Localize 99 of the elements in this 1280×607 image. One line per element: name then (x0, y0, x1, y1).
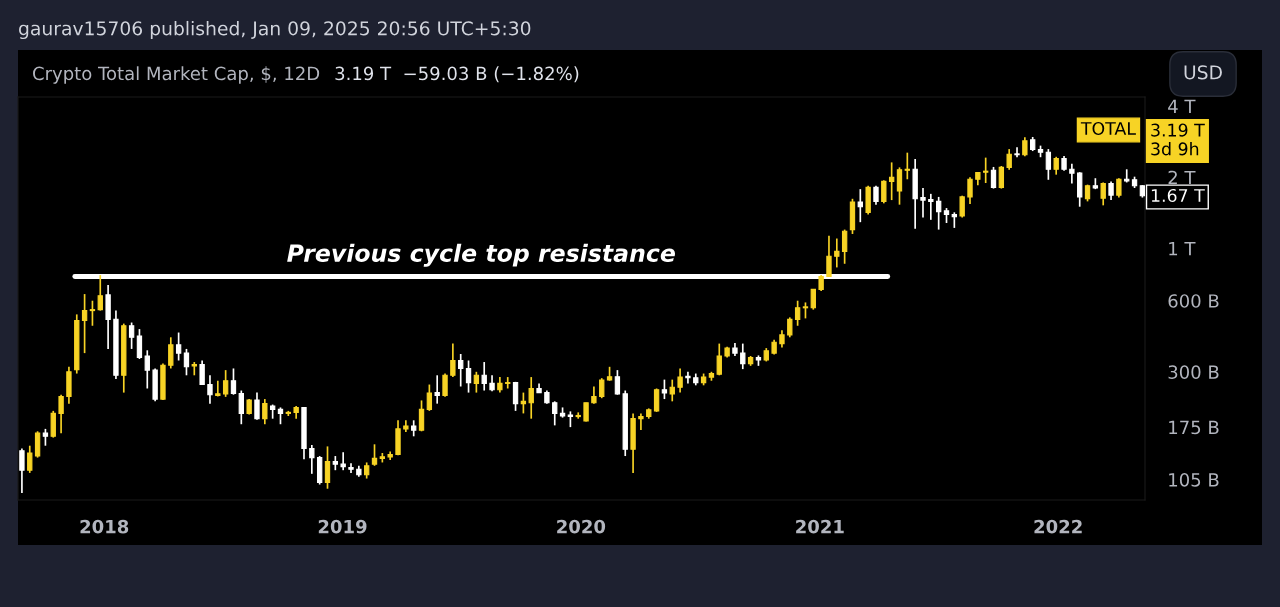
y-tick-label: 175 B (1169, 420, 1219, 435)
candlestick (599, 377, 605, 400)
candlestick (458, 353, 464, 388)
candlestick (1069, 162, 1075, 185)
x-tick-label: 2021 (796, 519, 844, 534)
y-tick-label: 105 B (1169, 472, 1219, 487)
candlestick (207, 374, 213, 405)
candlestick (426, 383, 433, 412)
candlestick (1022, 136, 1028, 158)
candlestick (896, 166, 903, 206)
candlestick (881, 179, 887, 205)
candlestick (168, 336, 174, 370)
candlestick (661, 378, 668, 400)
candlestick (371, 443, 378, 467)
candlestick (465, 359, 472, 394)
candlestick (1014, 146, 1020, 159)
candlestick (935, 196, 942, 231)
candlestick (740, 342, 746, 370)
candlestick (128, 321, 135, 350)
candlestick (199, 359, 205, 386)
candlestick (442, 372, 448, 398)
candlestick (19, 447, 25, 494)
candlestick (1100, 181, 1106, 207)
candlestick (841, 228, 848, 265)
candlestick (505, 376, 511, 390)
candlestick (215, 379, 221, 398)
y-tick-label: 300 B (1168, 365, 1219, 379)
candlestick (89, 299, 96, 327)
candlestick (50, 410, 56, 439)
text: 3.19 T 3d 9h (1151, 123, 1205, 156)
candlestick (481, 361, 487, 392)
candlestick (34, 430, 41, 459)
chart-subtitle: 3.19 T −59.03 B (−1.82%) (335, 66, 579, 83)
candlestick (418, 399, 425, 433)
candlestick (1077, 171, 1083, 208)
text: 1.67 T (1151, 188, 1205, 203)
candlestick (97, 274, 103, 312)
x-tick-label: 2019 (318, 519, 367, 534)
candlestick (888, 161, 895, 201)
y-tick-label: 600 B (1168, 294, 1219, 308)
candlestick (794, 299, 801, 327)
candlestick (787, 316, 793, 339)
candlestick (834, 237, 840, 269)
candlestick (262, 398, 268, 426)
candlestick (920, 187, 926, 219)
candlestick (575, 411, 581, 420)
candlestick (1108, 180, 1114, 201)
candlestick (583, 401, 589, 423)
candlestick (990, 166, 997, 190)
x-tick-label: 2022 (1034, 519, 1082, 534)
candlestick (669, 378, 675, 403)
candlestick (653, 387, 660, 413)
annotation: TOTAL (1080, 121, 1136, 136)
candlestick (904, 151, 911, 181)
candlestick (81, 293, 88, 354)
x-tick-label: 2018 (80, 519, 129, 534)
text: USD (1184, 65, 1222, 80)
candlestick (928, 193, 934, 221)
candlestick (144, 349, 150, 390)
candlestick (473, 370, 480, 394)
candlestick (1006, 148, 1012, 171)
candlestick (222, 369, 229, 398)
candlestick (58, 393, 64, 434)
candlestick (434, 374, 440, 405)
candlestick (1116, 177, 1122, 199)
candlestick (998, 165, 1005, 190)
candlestick (175, 331, 182, 362)
candlestick (685, 370, 691, 385)
candlestick (810, 288, 816, 311)
candlestick (27, 444, 33, 474)
candlestick (1045, 148, 1052, 181)
text: gaurav15706 published, Jan 09, 2025 20:56 UTC+5:30 (19, 20, 531, 40)
candlestick (238, 389, 244, 426)
candlestick (716, 342, 722, 377)
y-tick-label: 1 T (1169, 242, 1196, 256)
candlestick (638, 412, 644, 431)
candlestick (677, 367, 683, 394)
candlestick (528, 376, 534, 420)
candlestick (230, 367, 237, 396)
candlestick (873, 184, 879, 206)
candlestick (254, 391, 260, 421)
candlestick (552, 400, 558, 427)
y-tick-label: 4 T (1168, 99, 1196, 113)
candlestick (983, 156, 989, 184)
candlestick (857, 188, 863, 224)
y-tick-label: 2 T (1168, 170, 1196, 185)
x-tick-label: 2020 (557, 519, 606, 534)
candlestick (324, 445, 331, 490)
candlestick (136, 328, 143, 360)
candlestick (340, 451, 346, 472)
candlestick (614, 369, 621, 396)
candlestick (309, 444, 315, 475)
candlestick (512, 381, 519, 412)
candlestick (826, 234, 832, 278)
series-label: Previous cycle top resistance (287, 243, 675, 267)
candlestick (183, 348, 190, 377)
candlestick (967, 176, 973, 205)
chart-title: Crypto Total Market Cap, $, 12D (33, 66, 320, 84)
candlestick (450, 342, 456, 378)
